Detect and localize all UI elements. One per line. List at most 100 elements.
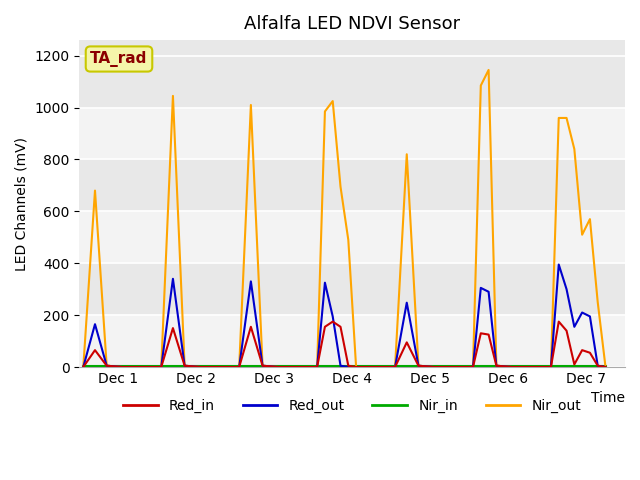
Red_in — [391, 364, 399, 370]
Red_in — [430, 364, 438, 370]
Red_out — [169, 276, 177, 282]
Red_out — [103, 363, 111, 369]
Nir_out — [329, 98, 337, 104]
Red_in — [555, 319, 563, 324]
Red_in — [275, 364, 282, 370]
Nir_in — [602, 364, 609, 370]
Nir_out — [493, 363, 500, 369]
Nir_out — [275, 364, 282, 370]
Nir_out — [602, 364, 609, 370]
Nir_out — [594, 299, 602, 305]
Nir_in — [579, 364, 586, 370]
Nir_out — [314, 364, 321, 370]
Nir_out — [169, 93, 177, 99]
Nir_in — [180, 364, 188, 370]
Red_out — [79, 364, 87, 370]
Nir_in — [275, 364, 282, 370]
Red_in — [570, 361, 578, 367]
Nir_out — [236, 364, 243, 370]
Nir_in — [247, 364, 255, 370]
Bar — [79, 211, 625, 263]
Nir_in — [329, 364, 337, 370]
Nir_out — [555, 115, 563, 121]
Nir_out — [403, 151, 411, 157]
Red_in — [469, 364, 477, 370]
Nir_out — [570, 146, 578, 152]
Red_out — [337, 363, 344, 369]
Nir_out — [259, 363, 266, 369]
X-axis label: Time: Time — [591, 391, 625, 406]
Line: Nir_out: Nir_out — [83, 70, 605, 367]
Nir_out — [508, 364, 516, 370]
Red_in — [477, 330, 484, 336]
Nir_out — [415, 363, 422, 369]
Nir_in — [103, 364, 111, 370]
Red_out — [508, 364, 516, 370]
Nir_out — [352, 364, 360, 370]
Red_out — [247, 278, 255, 284]
Red_in — [337, 324, 344, 330]
Legend: Red_in, Red_out, Nir_in, Nir_out: Red_in, Red_out, Nir_in, Nir_out — [118, 394, 587, 419]
Bar — [79, 315, 625, 367]
Red_in — [344, 363, 352, 369]
Red_out — [157, 364, 165, 370]
Nir_in — [493, 364, 500, 370]
Red_in — [352, 364, 360, 370]
Red_in — [579, 347, 586, 353]
Red_in — [321, 324, 329, 330]
Bar — [79, 108, 625, 159]
Nir_in — [236, 364, 243, 370]
Nir_in — [344, 364, 352, 370]
Nir_out — [118, 364, 126, 370]
Nir_in — [555, 364, 563, 370]
Nir_in — [469, 364, 477, 370]
Nir_out — [563, 115, 570, 121]
Red_in — [79, 364, 87, 370]
Nir_in — [570, 364, 578, 370]
Nir_in — [352, 364, 360, 370]
Nir_out — [579, 232, 586, 238]
Nir_in — [547, 364, 555, 370]
Red_in — [586, 350, 594, 356]
Red_in — [493, 363, 500, 369]
Red_out — [403, 300, 411, 306]
Nir_in — [337, 364, 344, 370]
Red_out — [555, 262, 563, 267]
Nir_out — [391, 364, 399, 370]
Red_out — [563, 286, 570, 292]
Red_out — [91, 321, 99, 327]
Nir_in — [259, 364, 266, 370]
Nir_out — [321, 108, 329, 114]
Red_out — [314, 364, 321, 370]
Line: Red_in: Red_in — [83, 322, 605, 367]
Red_out — [344, 364, 352, 370]
Red_out — [118, 364, 126, 370]
Red_in — [314, 364, 321, 370]
Line: Red_out: Red_out — [83, 264, 605, 367]
Nir_in — [118, 364, 126, 370]
Nir_out — [157, 364, 165, 370]
Red_out — [579, 310, 586, 315]
Red_in — [259, 363, 266, 369]
Red_out — [430, 364, 438, 370]
Nir_in — [169, 364, 177, 370]
Nir_in — [79, 364, 87, 370]
Nir_in — [594, 364, 602, 370]
Red_in — [118, 364, 126, 370]
Nir_out — [337, 184, 344, 190]
Red_out — [259, 363, 266, 369]
Nir_out — [586, 216, 594, 222]
Red_out — [484, 289, 492, 295]
Nir_out — [79, 364, 87, 370]
Red_out — [547, 364, 555, 370]
Nir_out — [196, 364, 204, 370]
Red_out — [196, 364, 204, 370]
Red_in — [196, 364, 204, 370]
Red_in — [91, 347, 99, 353]
Nir_in — [430, 364, 438, 370]
Red_in — [103, 363, 111, 369]
Nir_in — [157, 364, 165, 370]
Red_in — [247, 324, 255, 330]
Nir_out — [91, 188, 99, 193]
Nir_out — [469, 364, 477, 370]
